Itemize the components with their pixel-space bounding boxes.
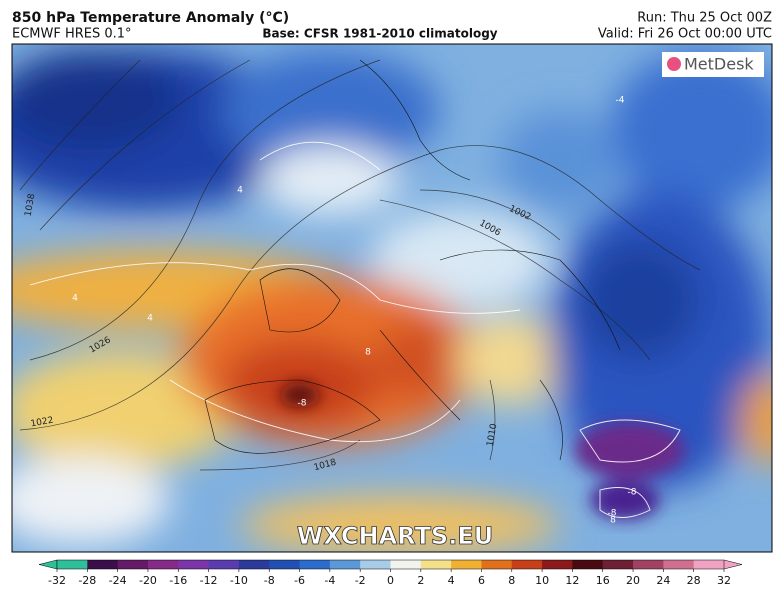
anomaly-label: -8 [298, 399, 307, 409]
colorbar-segment [269, 560, 301, 569]
colorbar-label: 0 [387, 574, 394, 587]
colorbar-segment [542, 560, 573, 569]
colorbar-label: -24 [109, 574, 127, 587]
anomaly-label: 8 [610, 516, 616, 526]
colorbar-label: 8 [508, 574, 515, 587]
run: Run: Thu 25 Oct 00Z [637, 11, 772, 26]
colorbar-label: 12 [565, 574, 579, 587]
colorbar-segment [602, 560, 634, 569]
colorbar-segment [360, 560, 391, 569]
anomaly-label: 4 [147, 314, 153, 324]
colorbar-segment [693, 560, 725, 569]
colorbar-segment [633, 560, 664, 569]
map [12, 44, 772, 552]
anomaly-label: -4 [616, 96, 625, 106]
colorbar-label: -32 [48, 574, 66, 587]
colorbar-label: -20 [139, 574, 157, 587]
colorbar-segment [329, 560, 361, 569]
colorbar-segment [511, 560, 543, 569]
colorbar-segment [572, 560, 604, 569]
colorbar-label: 16 [596, 574, 610, 587]
colorbar-segment [117, 560, 149, 569]
colorbar-segment [299, 560, 331, 569]
colorbar-segment [147, 560, 179, 569]
colorbar-label: -16 [169, 574, 187, 587]
colorbar-label: -8 [264, 574, 275, 587]
colorbar-label: 4 [448, 574, 455, 587]
base: Base: CFSR 1981-2010 climatology [262, 27, 497, 41]
colorbar-segment [238, 560, 270, 569]
colorbar-label: 28 [687, 574, 701, 587]
colorbar-label: -10 [230, 574, 248, 587]
colorbar-label: 2 [417, 574, 424, 587]
map-frame [11, 43, 773, 553]
colorbar-label: 20 [626, 574, 640, 587]
anomaly-label: 4 [72, 294, 78, 304]
colorbar-extend-low [38, 559, 58, 570]
pressure-label: 1010 [486, 423, 500, 448]
colorbar-segment [420, 560, 452, 569]
colorbar-segment [208, 560, 240, 569]
colorbar-segment [481, 560, 513, 569]
logo-icon [667, 57, 681, 71]
watermark: WXCHARTS.EU [297, 522, 493, 550]
colorbar-segment [87, 560, 119, 569]
title: 850 hPa Temperature Anomaly (°C) [12, 10, 289, 26]
colorbar-extend-high [723, 559, 743, 570]
colorbar-label: 32 [717, 574, 731, 587]
colorbar-label: -6 [294, 574, 305, 587]
colorbar-segment [178, 560, 210, 569]
valid: Valid: Fri 26 Oct 00:00 UTC [598, 27, 772, 42]
anomaly-label: 4 [237, 186, 243, 196]
anomaly-label: -8 [608, 509, 617, 519]
colorbar-label: -28 [78, 574, 96, 587]
colorbar-segment [451, 560, 482, 569]
colorbar-label: 6 [478, 574, 485, 587]
colorbar-label: 24 [656, 574, 670, 587]
colorbar-label: -4 [324, 574, 335, 587]
pressure-label: 1022 [30, 416, 54, 430]
colorbar: -32 -28 -24 -20 -16 -12 -10 -8 -6 -4 -2 0 2 4 6 8 10 12 16… [38, 559, 743, 587]
logo: MetDesk [684, 55, 754, 74]
colorbar-segment [390, 560, 422, 569]
colorbar-segment [57, 560, 88, 569]
colorbar-label: -12 [200, 574, 218, 587]
anomaly-label: 8 [365, 348, 371, 358]
colorbar-label: -2 [355, 574, 366, 587]
colorbar-label: 10 [535, 574, 549, 587]
model: ECMWF HRES 0.1° [12, 27, 132, 42]
colorbar-segment [663, 560, 695, 569]
anomaly-label: -8 [628, 488, 637, 498]
pressure-label: 1038 [24, 193, 38, 218]
